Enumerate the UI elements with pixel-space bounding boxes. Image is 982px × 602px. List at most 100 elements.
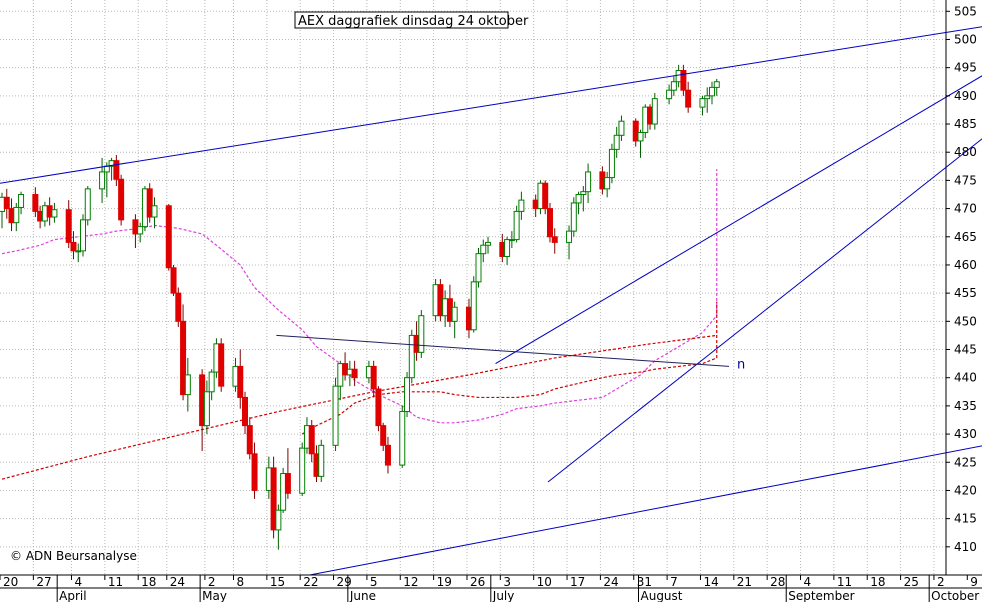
candle-up: [365, 365, 372, 379]
title-group: AEX daggrafiek dinsdag 24 oktober: [294, 11, 529, 29]
y-axis: 410 415 420 425 430 435 440 445 450 455 460 465 470 4…: [945, 0, 977, 575]
month-label: June: [349, 589, 376, 602]
candle-down: [199, 374, 206, 427]
trendline-e: [0, 26, 982, 184]
candle-down: [70, 241, 77, 252]
candle-up: [666, 89, 673, 100]
x-tick-label: 15: [270, 575, 285, 589]
candle-up: [604, 177, 611, 190]
month-label: April: [59, 589, 86, 602]
candle-up: [141, 188, 148, 228]
candle-up: [451, 306, 458, 322]
x-tick-label: 18: [870, 575, 885, 589]
candle-down: [170, 267, 177, 294]
candle-up: [608, 148, 615, 179]
candle-up: [708, 86, 715, 97]
x-axis: 20 27 4 11 18 24 2 8 15 22 29 5 12 19 26 3 10 17 24 31 7 14 21…: [0, 574, 982, 602]
candle-down: [413, 334, 420, 353]
y-tick-label: 445: [954, 343, 977, 357]
candle-down: [165, 205, 172, 269]
candle-up: [232, 365, 239, 387]
candle-up: [485, 241, 492, 246]
candle-up: [418, 315, 425, 353]
month-label: May: [202, 589, 227, 602]
candle-down: [237, 365, 244, 398]
x-tick-label: 3: [503, 575, 511, 589]
candle-up: [399, 411, 406, 466]
candle-down: [375, 388, 382, 427]
candle-up: [337, 363, 344, 387]
month-label: October: [931, 589, 979, 602]
candle-up: [518, 199, 525, 212]
candle-up: [346, 368, 353, 376]
candle-down: [8, 208, 15, 224]
y-tick-label: 455: [954, 286, 977, 300]
candle-up: [642, 106, 649, 133]
candle-up: [670, 81, 677, 91]
candle-down: [532, 199, 539, 210]
candle-up: [513, 210, 520, 241]
trendline-l-prime: [495, 75, 982, 365]
x-tick-label: 2: [937, 575, 945, 589]
y-tick-label: 490: [954, 89, 977, 103]
month-label: August: [641, 589, 683, 602]
trendline-n: [276, 334, 730, 367]
candle-up: [404, 377, 411, 413]
candle-up: [18, 193, 25, 208]
x-tick-label: 9: [970, 575, 978, 589]
y-tick-label: 460: [954, 258, 977, 272]
x-tick-label: 7: [670, 575, 678, 589]
x-tick-label: 4: [74, 575, 82, 589]
candle-up: [432, 284, 439, 317]
candle-up: [318, 444, 325, 477]
y-tick-label: 425: [954, 455, 977, 469]
candle-down: [284, 473, 291, 494]
candle-up: [184, 374, 191, 396]
candle-down: [632, 120, 639, 142]
candle-down: [308, 425, 315, 455]
candle-up: [713, 81, 720, 88]
candle-down: [542, 182, 549, 210]
candle-up: [103, 165, 110, 173]
y-tick-label: 480: [954, 145, 977, 159]
y-tick-label: 465: [954, 230, 977, 244]
candle-down: [342, 363, 349, 376]
candle-down: [647, 106, 654, 125]
x-tick-label: 24: [603, 575, 618, 589]
candle-down: [251, 453, 258, 491]
month-label: July: [492, 589, 515, 602]
candle-up: [570, 202, 577, 232]
trendline-g: [309, 445, 982, 576]
candle-up: [75, 250, 82, 253]
ma-short-line: [1, 169, 718, 424]
y-tick-label: 475: [954, 173, 977, 187]
candle-down: [446, 298, 453, 322]
y-tick-label: 505: [954, 4, 977, 18]
candle-up: [408, 334, 415, 379]
x-tick-label: 24: [170, 575, 185, 589]
x-tick-label: 22: [303, 575, 318, 589]
candle-down: [680, 69, 687, 91]
y-tick-label: 495: [954, 61, 977, 75]
chart-title: AEX daggrafiek dinsdag 24 oktober: [298, 14, 529, 29]
y-tick-label: 415: [954, 512, 977, 526]
candle-up: [613, 134, 620, 150]
y-tick-label: 470: [954, 202, 977, 216]
candle-down: [132, 219, 139, 235]
candle-up: [13, 206, 20, 224]
y-tick-label: 430: [954, 427, 977, 441]
candle-down: [3, 196, 10, 210]
x-tick-label: 17: [570, 575, 585, 589]
y-tick-label: 420: [954, 483, 977, 497]
candle-down: [118, 178, 125, 221]
candle-up: [299, 447, 306, 494]
candle-up: [208, 371, 215, 393]
candle-up: [213, 343, 220, 373]
candle-down: [685, 89, 692, 108]
candle-down: [384, 444, 391, 466]
copyright-text: © ADN Beursanalyse: [10, 549, 137, 563]
y-tick-label: 410: [954, 540, 977, 554]
candle-up: [265, 467, 272, 491]
y-tick-label: 435: [954, 399, 977, 413]
